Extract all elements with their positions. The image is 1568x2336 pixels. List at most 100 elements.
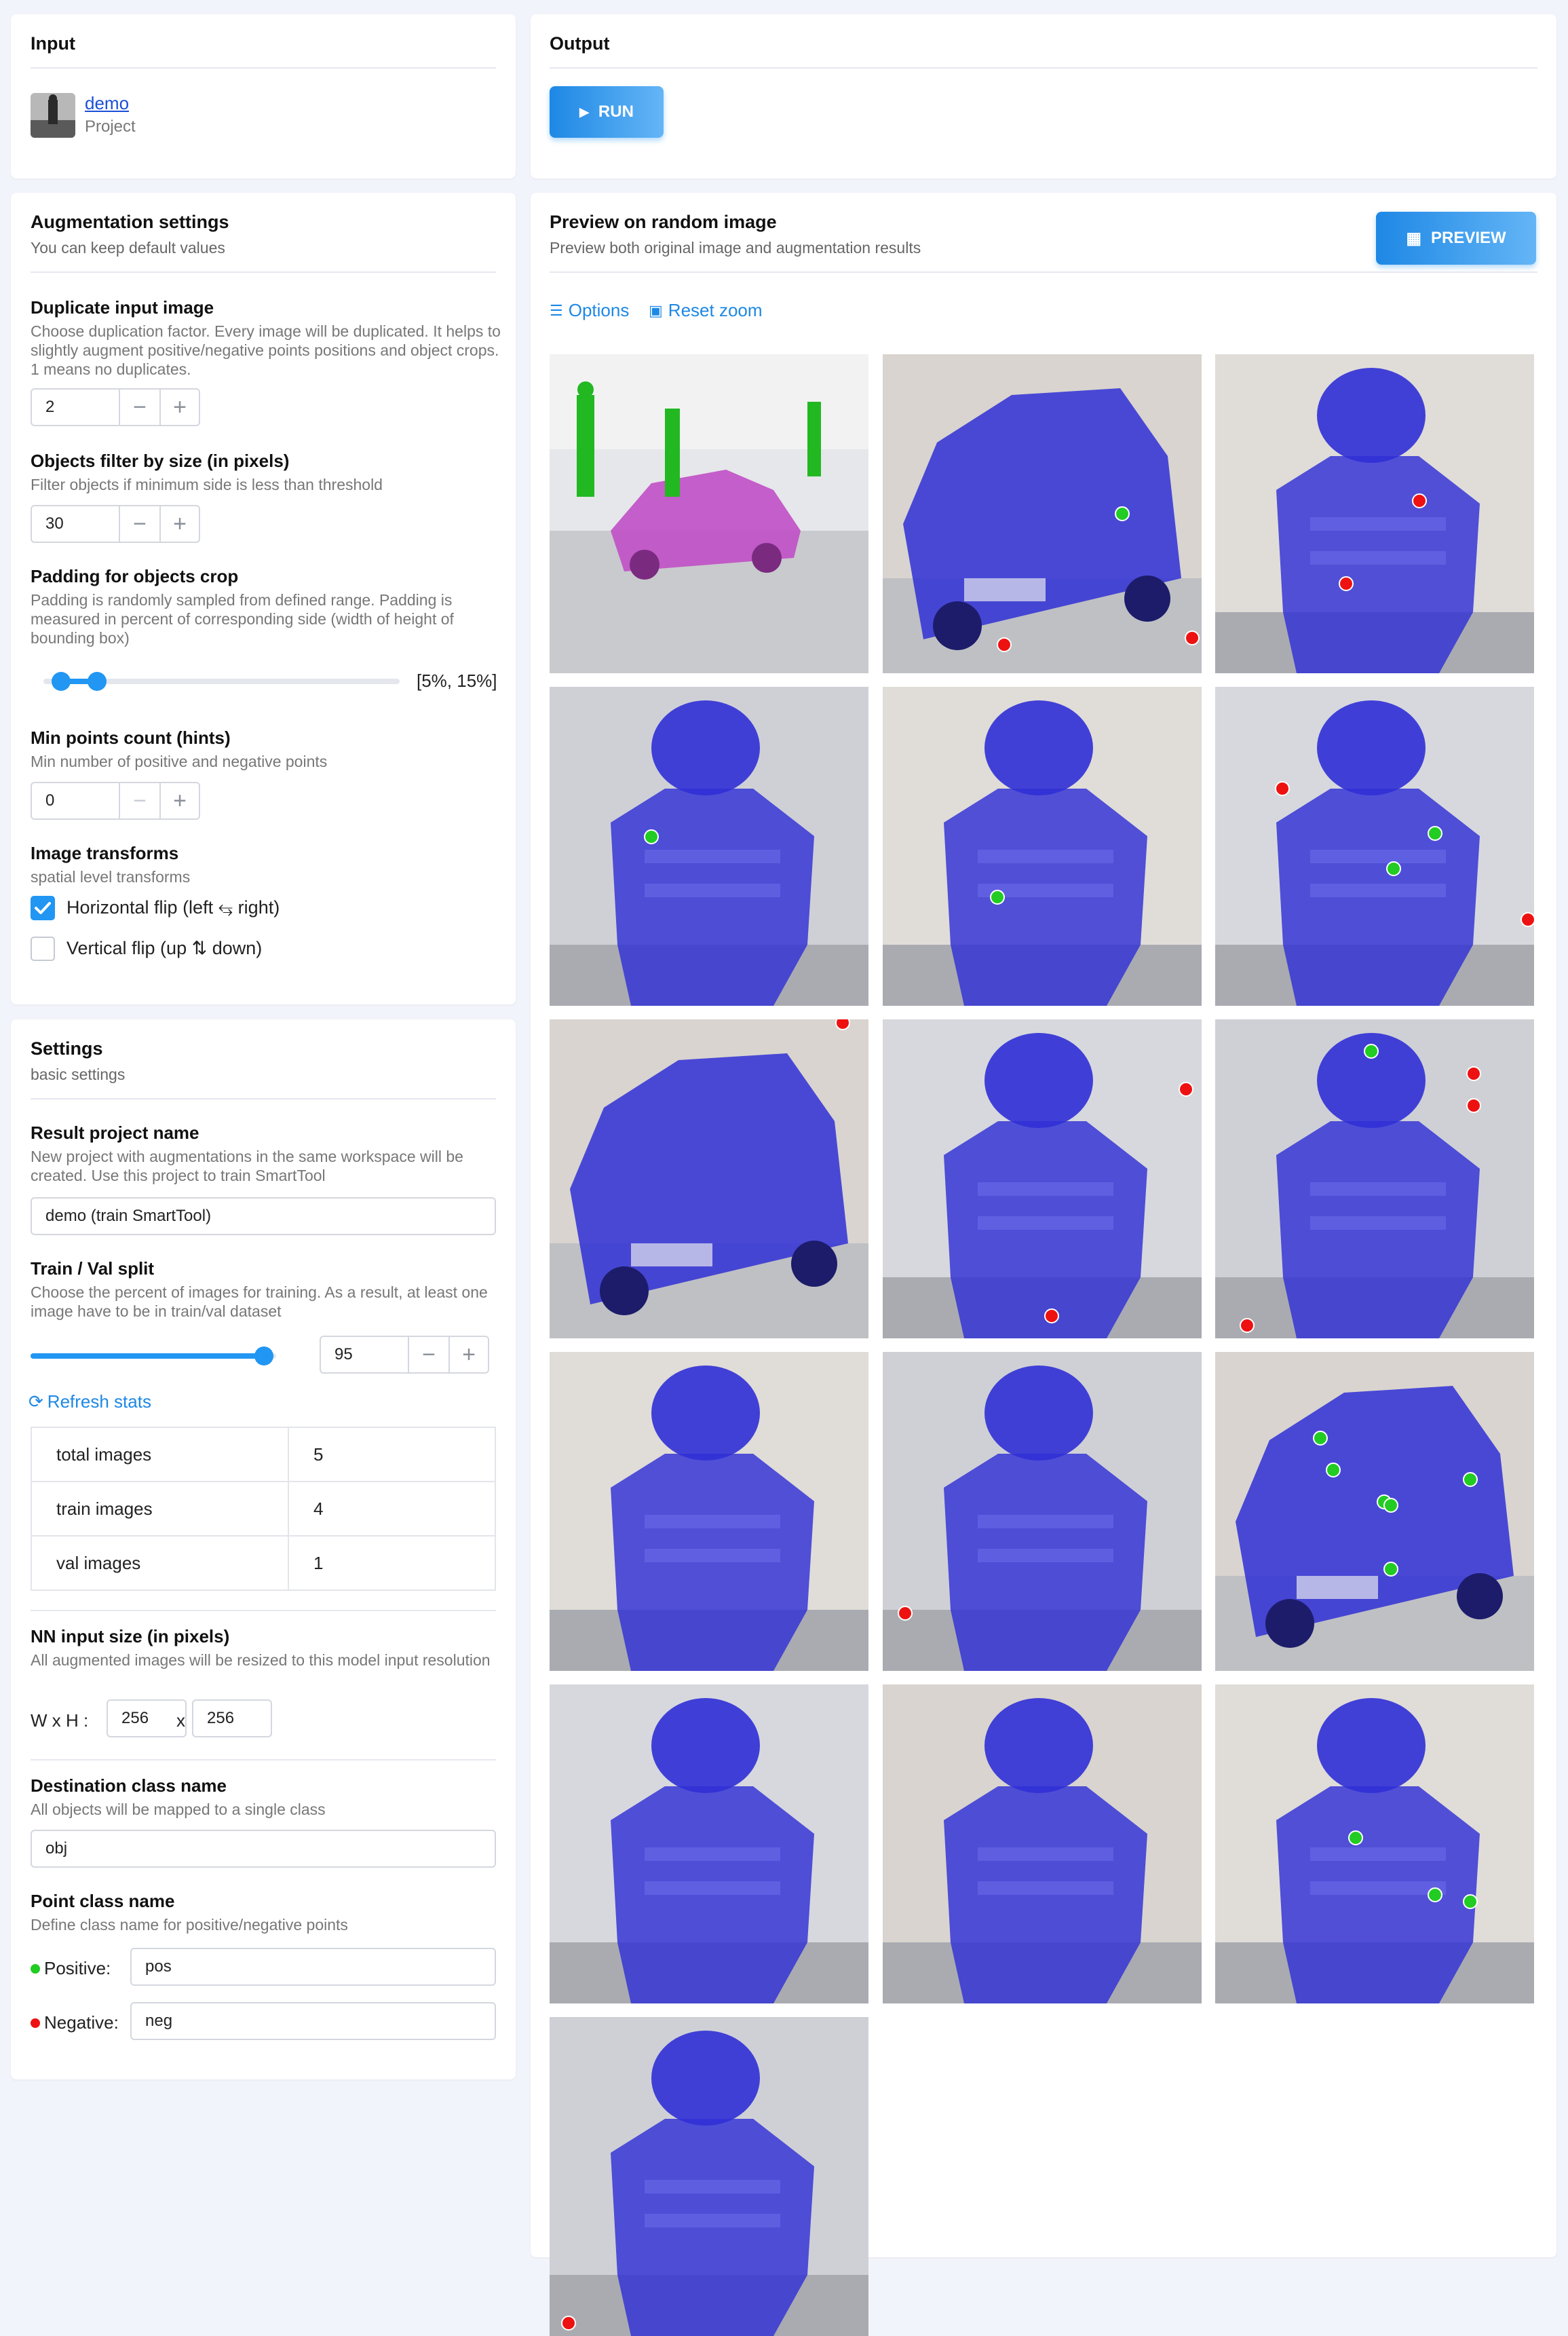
positive-point-marker xyxy=(1463,1472,1478,1487)
result-name-label: Result project name xyxy=(31,1123,199,1143)
negative-class-input[interactable]: neg xyxy=(130,2002,496,2040)
wh-label: W x H : xyxy=(31,1710,89,1731)
vflip-label[interactable]: Vertical flip (up ⇅ down) xyxy=(66,938,263,958)
split-fill xyxy=(31,1353,264,1359)
divider xyxy=(550,67,1537,69)
negative-point-marker xyxy=(897,1606,913,1621)
preview-card: Preview on random image Preview both ori… xyxy=(531,193,1556,2336)
options-label: Options xyxy=(568,300,630,320)
refresh-stats-button[interactable]: ⟳ Refresh stats xyxy=(28,1391,151,1412)
negative-point-marker xyxy=(1240,1318,1255,1334)
preview-image-tile xyxy=(550,2017,868,2336)
minus-icon[interactable]: − xyxy=(133,394,147,420)
input-card: Input demo Project xyxy=(11,14,516,178)
negative-point-marker xyxy=(835,1019,851,1030)
min-points-value[interactable]: 0 xyxy=(32,783,120,818)
point-class-label: Point class name xyxy=(31,1891,175,1911)
hflip-label[interactable]: Horizontal flip (left ⥃ right) xyxy=(66,897,280,918)
preview-image-tile xyxy=(883,1019,1202,1338)
dest-class-desc: All objects will be mapped to a single c… xyxy=(31,1801,326,1818)
negative-point-marker xyxy=(1466,1066,1481,1081)
positive-class-input[interactable]: pos xyxy=(130,1948,496,1986)
plus-icon[interactable]: + xyxy=(159,506,199,542)
filter-stepper[interactable]: 30 − + xyxy=(31,505,200,543)
divider xyxy=(31,271,496,273)
divider xyxy=(550,271,1537,273)
negative-point-marker xyxy=(1338,576,1354,592)
split-value[interactable]: 95 xyxy=(321,1337,409,1372)
split-desc: Choose the percent of images for trainin… xyxy=(31,1283,488,1320)
positive-point-marker xyxy=(1386,861,1402,876)
refresh-stats-label: Refresh stats xyxy=(47,1391,151,1412)
min-points-label: Min points count (hints) xyxy=(31,728,231,748)
preview-image-tile xyxy=(550,354,868,673)
preview-image-tile xyxy=(1215,354,1534,673)
stat-name: val images xyxy=(31,1535,289,1591)
options-button[interactable]: ☰ Options xyxy=(550,300,629,321)
positive-point-marker xyxy=(1428,826,1443,842)
result-name-input[interactable]: demo (train SmartTool) xyxy=(31,1197,496,1235)
sliders-icon: ☰ xyxy=(550,301,563,319)
padding-max-handle[interactable] xyxy=(87,672,107,691)
transforms-label: Image transforms xyxy=(31,843,179,863)
output-card: Output ▶ RUN xyxy=(531,14,1556,178)
hflip-checkbox[interactable] xyxy=(31,896,55,920)
plus-icon[interactable]: + xyxy=(448,1337,488,1372)
project-kind: Project xyxy=(85,117,136,136)
split-handle[interactable] xyxy=(254,1346,273,1365)
minus-icon[interactable]: − xyxy=(133,787,147,814)
run-label: RUN xyxy=(598,102,634,121)
dest-class-label: Destination class name xyxy=(31,1775,227,1796)
vflip-checkbox[interactable] xyxy=(31,937,55,961)
dest-class-input[interactable]: obj xyxy=(31,1830,496,1868)
nn-size-label: NN input size (in pixels) xyxy=(31,1626,230,1646)
preview-image-tile xyxy=(550,1684,868,2003)
preview-button[interactable]: ▦ PREVIEW xyxy=(1376,212,1536,265)
padding-min-handle[interactable] xyxy=(52,672,71,691)
plus-icon[interactable]: + xyxy=(159,783,199,818)
positive-point-marker xyxy=(644,829,659,844)
check-icon xyxy=(35,902,51,914)
image-icon: ▣ xyxy=(649,301,663,319)
split-stepper[interactable]: 95 − + xyxy=(320,1336,489,1374)
plus-icon[interactable]: + xyxy=(159,390,199,425)
minus-icon[interactable]: − xyxy=(133,510,147,537)
wh-separator: x xyxy=(176,1710,185,1731)
run-button[interactable]: ▶ RUN xyxy=(550,86,664,138)
duplicate-stepper[interactable]: 2 − + xyxy=(31,388,200,426)
positive-point-marker xyxy=(1347,1830,1363,1845)
stat-name: train images xyxy=(31,1481,289,1537)
negative-point-marker xyxy=(1520,912,1534,928)
reset-zoom-button[interactable]: ▣ Reset zoom xyxy=(649,300,763,321)
min-points-stepper[interactable]: 0 − + xyxy=(31,782,200,820)
minus-icon[interactable]: − xyxy=(422,1341,436,1368)
positive-point-marker xyxy=(1364,1044,1379,1059)
split-slider[interactable] xyxy=(31,1346,276,1365)
augmentation-title: Augmentation settings xyxy=(31,212,229,232)
negative-point-marker xyxy=(1184,630,1200,646)
width-input[interactable]: 256 xyxy=(107,1699,187,1737)
filter-value[interactable]: 30 xyxy=(32,506,120,542)
stat-value: 1 xyxy=(288,1535,496,1591)
positive-point-marker xyxy=(1383,1561,1398,1577)
divider xyxy=(31,1098,496,1099)
project-link[interactable]: demo xyxy=(85,93,130,113)
preview-image-tile xyxy=(1215,1684,1534,2003)
negative-dot-icon xyxy=(31,2018,40,2028)
output-title: Output xyxy=(550,33,610,54)
preview-image-tile xyxy=(1215,1352,1534,1671)
negative-point-marker xyxy=(1466,1097,1481,1113)
augmentation-subtitle: You can keep default values xyxy=(31,239,225,257)
negative-label: Negative: xyxy=(44,2012,119,2033)
duplicate-value[interactable]: 2 xyxy=(32,390,120,425)
positive-dot-icon xyxy=(31,1964,40,1974)
preview-image-tile xyxy=(550,1352,868,1671)
negative-point-marker xyxy=(996,637,1012,652)
height-input[interactable]: 256 xyxy=(192,1699,272,1737)
filter-desc: Filter objects if minimum side is less t… xyxy=(31,476,383,493)
grid-icon: ▦ xyxy=(1406,229,1421,248)
positive-point-marker xyxy=(1313,1430,1328,1446)
padding-range-slider[interactable] xyxy=(43,672,400,691)
table-row: val images 1 xyxy=(31,1535,496,1591)
settings-subtitle: basic settings xyxy=(31,1066,126,1083)
